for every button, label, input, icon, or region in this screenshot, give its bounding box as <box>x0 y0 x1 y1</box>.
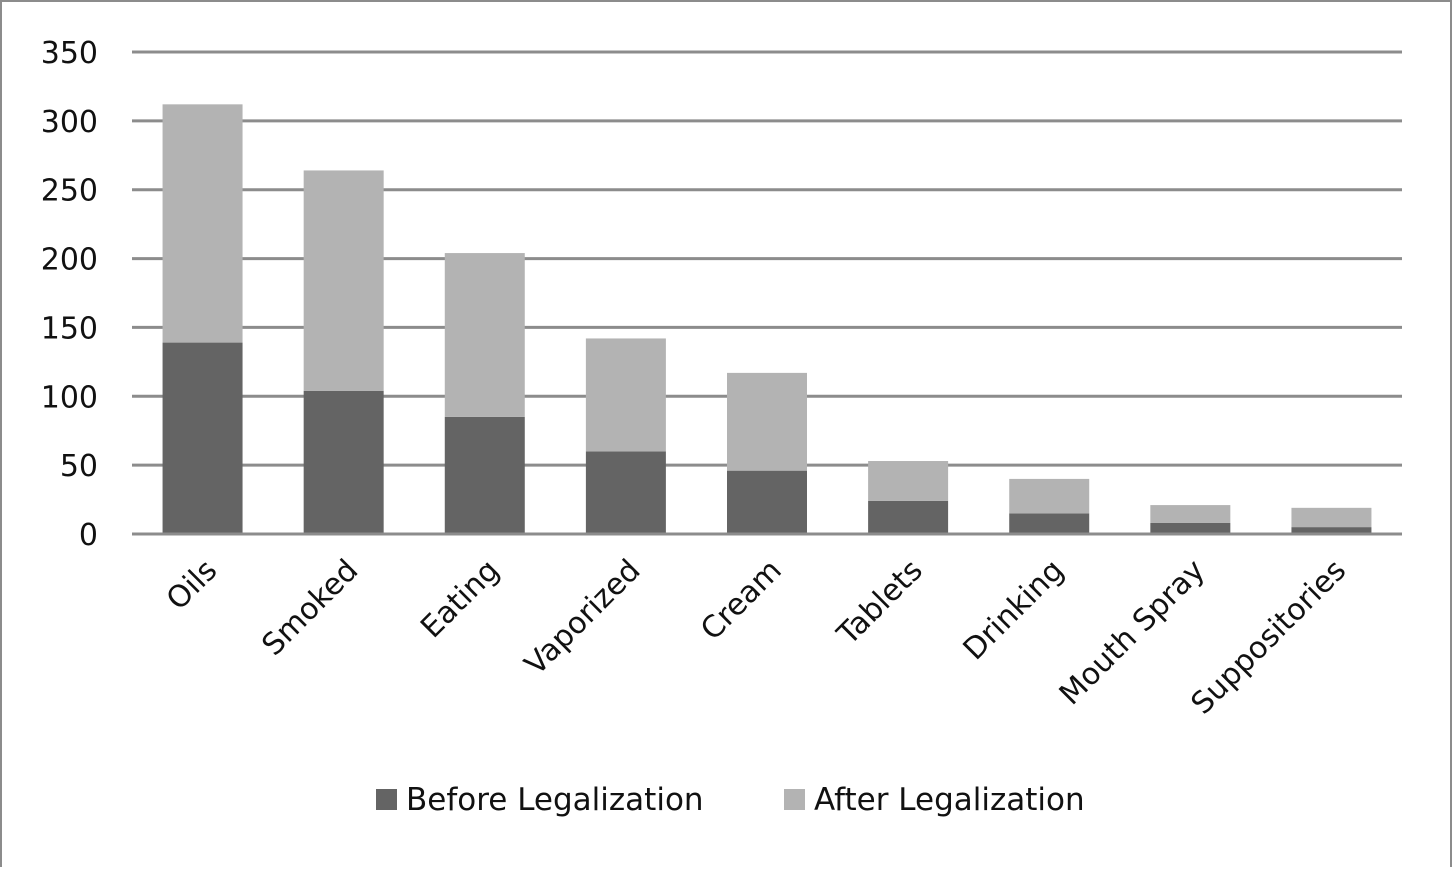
y-tick-label: 0 <box>79 518 98 553</box>
bar-before-legalization <box>1009 513 1090 534</box>
bar-after-legalization <box>727 372 807 471</box>
y-tick-label: 250 <box>41 174 98 209</box>
y-tick-label: 100 <box>41 380 98 415</box>
bars <box>162 104 1372 534</box>
bar-after-legalization <box>1009 478 1090 514</box>
bar-after-legalization <box>303 170 384 391</box>
legend: Before Legalization After Legalization <box>376 782 1085 818</box>
x-category-label: Vaporized <box>518 553 647 682</box>
bar-after-legalization <box>1150 505 1231 523</box>
x-axis-category-labels: Oils Smoked Eating Vaporized Cream Tablets Dri… <box>160 553 1353 722</box>
y-tick-label: 200 <box>41 243 98 278</box>
legend-label-after: After Legalization <box>814 782 1085 818</box>
y-tick-label: 300 <box>41 105 98 140</box>
y-tick-label: 350 <box>41 36 98 71</box>
bar-before-legalization <box>162 342 243 534</box>
legend-label-before: Before Legalization <box>406 782 704 818</box>
bar-before-legalization <box>585 451 666 534</box>
bar-before-legalization <box>1291 527 1372 534</box>
bar-after-legalization <box>444 253 525 417</box>
legend-swatch-before <box>376 789 397 810</box>
legend-swatch-after <box>784 789 805 810</box>
bar-before-legalization <box>1150 522 1231 534</box>
bar-before-legalization <box>303 390 384 534</box>
y-tick-label: 50 <box>60 449 98 484</box>
x-category-label: Mouth Spray <box>1053 553 1212 712</box>
bar-before-legalization <box>868 500 949 534</box>
x-category-label: Tablets <box>830 553 930 653</box>
x-category-label: Smoked <box>255 553 365 663</box>
bar-after-legalization <box>868 461 949 501</box>
x-category-label: Eating <box>414 553 506 645</box>
x-category-label: Drinking <box>957 553 1071 667</box>
y-tick-label: 150 <box>41 311 98 346</box>
bar-before-legalization <box>444 416 525 534</box>
x-category-label: Cream <box>694 553 789 648</box>
bar-before-legalization <box>727 470 807 534</box>
bar-after-legalization <box>585 338 666 452</box>
x-category-label: Oils <box>160 553 224 617</box>
bar-after-legalization <box>162 104 243 343</box>
bar-after-legalization <box>1291 507 1372 528</box>
y-axis-tick-labels: 0 50 100 150 200 250 300 350 <box>41 36 98 553</box>
